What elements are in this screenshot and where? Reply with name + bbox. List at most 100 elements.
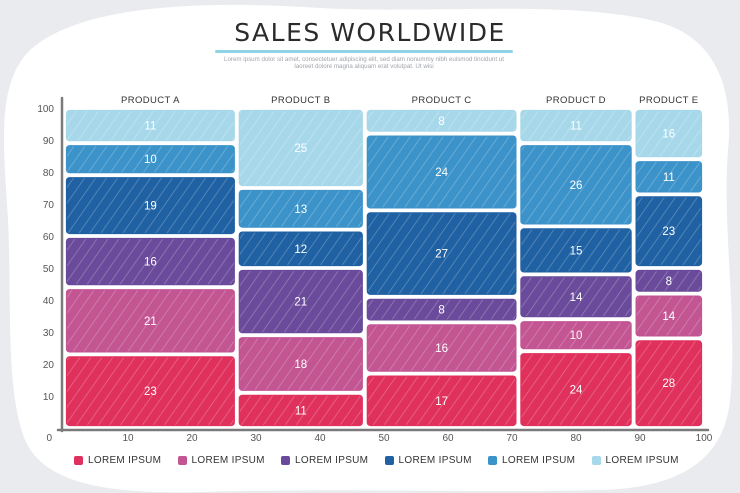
mekko-segment bbox=[366, 298, 517, 321]
segment-value-label: 10 bbox=[144, 154, 157, 166]
mekko-segment bbox=[366, 375, 517, 427]
segment-value-label: 24 bbox=[570, 385, 583, 397]
x-tick-label: 30 bbox=[250, 433, 262, 444]
chart-subtitle: Lorem ipsum dolor sit amet, consectetuer… bbox=[224, 56, 504, 70]
mekko-segment bbox=[635, 161, 703, 193]
segment-value-label: 15 bbox=[570, 245, 583, 257]
legend-swatch bbox=[74, 456, 83, 465]
segment-value-label: 16 bbox=[144, 257, 157, 269]
x-tick-label: 20 bbox=[186, 433, 198, 444]
mekko-segment bbox=[520, 109, 632, 142]
y-tick-label: 100 bbox=[37, 104, 54, 115]
segment-value-label: 23 bbox=[662, 226, 675, 238]
mekko-segment bbox=[65, 289, 235, 353]
segment-value-label: 25 bbox=[294, 143, 307, 155]
mekko-segment bbox=[238, 337, 363, 391]
column-header: PRODUCT E bbox=[639, 95, 698, 106]
segment-value-label: 19 bbox=[144, 201, 157, 213]
segment-value-label: 27 bbox=[435, 249, 448, 261]
segment-value-label: 28 bbox=[662, 378, 675, 390]
segment-value-label: 21 bbox=[144, 316, 157, 328]
mekko-segment bbox=[65, 356, 235, 427]
chart-axes: PRODUCT A PRODUCT B PRODUCT C PRODUCT D PROD… bbox=[37, 95, 712, 444]
column-header: PRODUCT A bbox=[121, 95, 180, 106]
legend-swatch bbox=[591, 456, 601, 465]
legend-item: LOREM IPSUM bbox=[591, 455, 679, 466]
mekko-segment bbox=[238, 189, 363, 228]
y-tick-label: 80 bbox=[43, 168, 55, 179]
legend-swatch bbox=[384, 456, 394, 465]
chart-marks: 23 21 16 19 10 11 11 18 21 12 13 25 17 16 8 27 24 8 24 10 14… bbox=[65, 109, 703, 427]
segment-value-label: 18 bbox=[294, 359, 307, 371]
segment-value-label: 8 bbox=[438, 305, 444, 317]
legend-swatch bbox=[177, 456, 187, 465]
legend-swatch bbox=[488, 456, 497, 465]
column-header: PRODUCT D bbox=[546, 95, 606, 106]
legend-item: LOREM IPSUM bbox=[177, 455, 265, 466]
x-tick-label: 40 bbox=[314, 433, 326, 444]
segment-value-label: 10 bbox=[570, 330, 583, 342]
segment-value-label: 17 bbox=[435, 396, 448, 408]
segment-value-label: 11 bbox=[144, 121, 156, 133]
x-tick-label: 70 bbox=[506, 433, 518, 444]
segment-value-label: 11 bbox=[663, 172, 675, 184]
mekko-segment bbox=[366, 212, 517, 295]
segment-value-label: 8 bbox=[666, 276, 672, 288]
segment-value-label: 8 bbox=[438, 116, 444, 128]
legend-label: LOREM IPSUM bbox=[295, 455, 369, 466]
segment-value-label: 14 bbox=[662, 311, 675, 323]
mekko-segment bbox=[635, 340, 703, 427]
segment-value-label: 16 bbox=[435, 343, 448, 355]
segment-value-label: 11 bbox=[295, 405, 307, 417]
segment-value-label: 24 bbox=[435, 167, 448, 179]
mekko-segment bbox=[520, 145, 632, 225]
x-tick-label: 90 bbox=[634, 433, 646, 444]
mekko-segment bbox=[366, 324, 517, 372]
legend: LOREM IPSUM LOREM IPSUM LOREM IPSUM LOREM I… bbox=[0, 455, 740, 469]
y-tick-label: 90 bbox=[43, 136, 55, 147]
segment-value-label: 26 bbox=[570, 180, 583, 192]
mekko-segment bbox=[635, 196, 703, 267]
x-tick-label: 80 bbox=[570, 433, 582, 444]
y-tick-label: 70 bbox=[43, 200, 55, 211]
legend-swatch bbox=[281, 456, 290, 465]
mekko-segment bbox=[65, 177, 235, 235]
x-tick-label: 60 bbox=[442, 433, 454, 444]
segment-value-label: 12 bbox=[294, 244, 307, 256]
column-header: PRODUCT C bbox=[412, 95, 472, 106]
y-tick-label: 60 bbox=[43, 232, 55, 243]
y-tick-label: 10 bbox=[43, 392, 55, 403]
mekko-segment bbox=[65, 237, 235, 286]
x-tick-label: 10 bbox=[122, 433, 134, 444]
mekko-segment bbox=[238, 109, 363, 187]
x-tick-label: 50 bbox=[378, 433, 390, 444]
y-tick-label: 40 bbox=[43, 296, 55, 307]
mekko-segment bbox=[520, 353, 632, 427]
legend-label: LOREM IPSUM bbox=[502, 455, 576, 466]
legend-item: LOREM IPSUM bbox=[281, 455, 368, 466]
legend-item: LOREM IPSUM bbox=[488, 455, 575, 466]
mekko-segment bbox=[635, 269, 703, 292]
mekko-segment bbox=[635, 295, 703, 337]
mekko-segment bbox=[238, 231, 363, 267]
segment-value-label: 13 bbox=[294, 204, 307, 216]
chart-title: SALES WORLDWIDE bbox=[234, 18, 506, 47]
mekko-segment bbox=[520, 228, 632, 273]
legend-item: LOREM IPSUM bbox=[74, 455, 161, 466]
mekko-segment bbox=[238, 269, 363, 334]
mekko-segment bbox=[366, 135, 517, 209]
legend-label: LOREM IPSUM bbox=[605, 455, 679, 466]
mekko-segment bbox=[635, 109, 703, 158]
legend-label: LOREM IPSUM bbox=[88, 455, 162, 466]
mekko-segment bbox=[65, 145, 235, 174]
x-tick-label: 100 bbox=[696, 433, 713, 444]
mekko-segment bbox=[520, 321, 632, 350]
y-tick-label: 50 bbox=[43, 264, 55, 275]
x-tick-label: 0 bbox=[46, 433, 52, 444]
segment-value-label: 23 bbox=[144, 386, 157, 398]
legend-label: LOREM IPSUM bbox=[398, 455, 472, 466]
mekko-segment bbox=[366, 109, 517, 132]
y-tick-label: 20 bbox=[43, 360, 55, 371]
column-header: PRODUCT B bbox=[271, 95, 330, 106]
